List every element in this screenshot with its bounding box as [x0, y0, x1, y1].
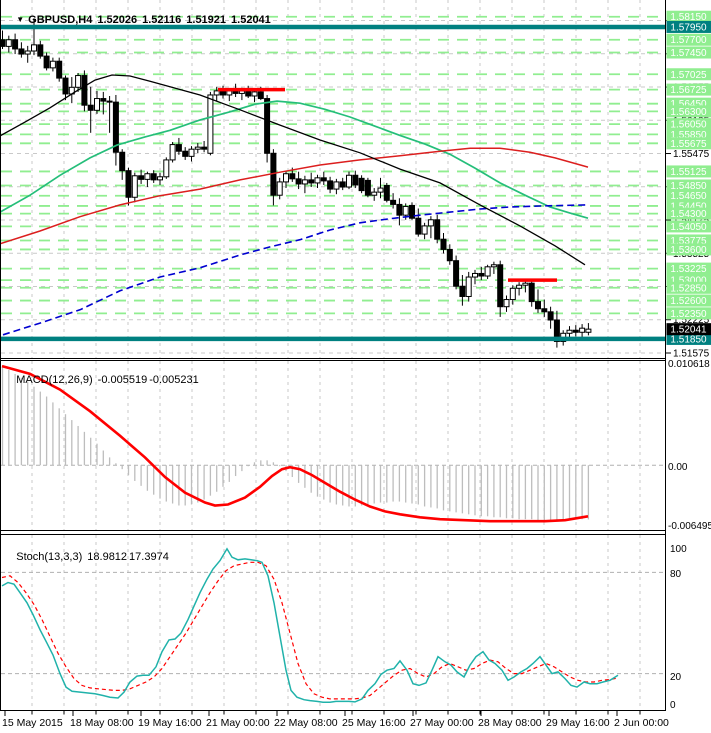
stoch-k-value: 18.9812	[87, 551, 128, 563]
macd-panel	[1, 367, 665, 521]
svg-text:1.53000: 1.53000	[670, 276, 707, 287]
symbol-title: GBPUSD,H4	[28, 14, 93, 26]
svg-text:1.54050: 1.54050	[670, 222, 707, 233]
svg-text:2 Jun 00:00: 2 Jun 00:00	[614, 717, 669, 729]
stoch-d-line	[1, 561, 619, 700]
macd-header: MACD(12,26,9) -0.005519 -0.005231	[4, 362, 199, 398]
svg-text:1.51850: 1.51850	[670, 334, 707, 345]
ohlc-high: 1.52116	[142, 14, 182, 26]
price-scale[interactable]: 1.580751.574251.567751.561251.554751.548…	[666, 0, 711, 711]
svg-text:1.52225: 1.52225	[673, 315, 710, 326]
svg-text:27 May 00:00: 27 May 00:00	[410, 717, 474, 729]
svg-text:1.55675: 1.55675	[670, 139, 707, 150]
svg-text:1.55475: 1.55475	[673, 149, 710, 160]
svg-text:1.53600: 1.53600	[670, 245, 707, 256]
svg-text:1.54650: 1.54650	[670, 191, 707, 202]
svg-text:1.56050: 1.56050	[670, 120, 707, 131]
time-axis[interactable]: 15 May 2015 18 May 08:00 19 May 16:00 21 Ma…	[0, 711, 711, 733]
ma-red-line	[0, 147, 589, 245]
svg-text:1.56450: 1.56450	[670, 99, 707, 110]
svg-text:0: 0	[670, 700, 676, 711]
ohlc-close: 1.52041	[231, 14, 271, 26]
svg-text:1.57950: 1.57950	[670, 22, 707, 33]
svg-text:1.54300: 1.54300	[670, 209, 707, 220]
ohlc-open: 1.52026	[97, 14, 138, 26]
ma-green-line	[0, 100, 589, 220]
svg-text:1.56725: 1.56725	[670, 85, 707, 96]
svg-text:0.010618: 0.010618	[668, 359, 710, 370]
svg-text:1.56300: 1.56300	[670, 107, 707, 118]
svg-text:22 May 08:00: 22 May 08:00	[274, 717, 338, 729]
svg-text:1.52350: 1.52350	[670, 309, 707, 320]
chart-header: ▼ GBPUSD,H4 1.52026 1.52116 1.51921 1.52041	[4, 2, 271, 38]
svg-text:15 May 2015: 15 May 2015	[2, 717, 63, 729]
grid-layer	[1, 0, 665, 710]
ma-black-line	[0, 74, 586, 266]
svg-text:1.55850: 1.55850	[670, 130, 707, 141]
svg-text:20: 20	[670, 672, 682, 683]
svg-text:18 May 08:00: 18 May 08:00	[70, 717, 134, 729]
svg-text:28 May 08:00: 28 May 08:00	[478, 717, 542, 729]
svg-text:1.57025: 1.57025	[670, 70, 707, 81]
svg-text:1.52041: 1.52041	[670, 325, 707, 336]
candles-layer	[0, 18, 592, 348]
svg-text:21 May 00:00: 21 May 00:00	[206, 717, 270, 729]
svg-text:-0.006495: -0.006495	[668, 521, 711, 532]
svg-text:1.58150: 1.58150	[670, 12, 707, 23]
svg-text:1.51575: 1.51575	[673, 348, 710, 359]
ohlc-low: 1.51921	[186, 14, 227, 26]
stoch-d-value: 17.3974	[129, 551, 169, 563]
ma-blue-line	[2, 204, 589, 336]
svg-text:1.54850: 1.54850	[670, 181, 707, 192]
svg-text:1.57450: 1.57450	[670, 48, 707, 59]
svg-text:19 May 16:00: 19 May 16:00	[138, 717, 202, 729]
panel-borders	[0, 0, 666, 711]
teal-level-lines	[1, 24, 665, 342]
svg-text:1.55125: 1.55125	[670, 167, 707, 178]
svg-text:80: 80	[670, 569, 682, 580]
svg-text:25 May 16:00: 25 May 16:00	[342, 717, 406, 729]
chevron-down-icon[interactable]: ▼	[16, 15, 25, 24]
macd-main-value: -0.005519	[97, 374, 148, 386]
svg-text:0.00: 0.00	[668, 462, 688, 473]
stoch-label: Stoch(13,3,3)	[16, 551, 83, 563]
resistance-segments	[218, 87, 557, 282]
svg-text:1.52600: 1.52600	[670, 296, 707, 307]
stoch-k-line	[1, 547, 619, 703]
svg-text:1.53775: 1.53775	[670, 236, 707, 247]
svg-text:29 May 16:00: 29 May 16:00	[546, 717, 610, 729]
svg-text:1.53225: 1.53225	[670, 264, 707, 275]
svg-text:100: 100	[670, 544, 687, 555]
svg-text:1.57700: 1.57700	[670, 35, 707, 46]
macd-signal-line	[1, 364, 589, 523]
macd-label: MACD(12,26,9)	[16, 374, 93, 386]
macd-signal-value: -0.005231	[149, 374, 199, 386]
svg-text:1.52850: 1.52850	[670, 283, 707, 294]
svg-text:1.54450: 1.54450	[670, 201, 707, 212]
stoch-header: Stoch(13,3,3) 18.9812 17.3974	[4, 539, 169, 575]
